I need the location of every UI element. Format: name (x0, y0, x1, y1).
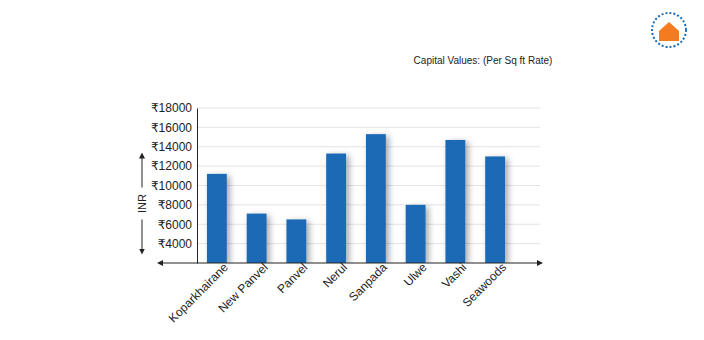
x-tick-label: Nerul (320, 260, 350, 290)
x-tick-label: Vashi (439, 260, 470, 291)
y-label-group: INR (136, 156, 148, 252)
x-tick: Nerul (320, 260, 350, 290)
x-tick: Vashi (439, 260, 470, 291)
bar (286, 219, 306, 263)
bar (406, 205, 426, 263)
bar (445, 140, 465, 263)
y-tick: ₹6000 (158, 218, 197, 232)
y-tick: ₹18000 (151, 101, 197, 115)
x-tick: Koparkhairane (166, 260, 231, 325)
x-tick: Ulwe (401, 260, 430, 289)
y-tick-label: ₹6000 (158, 218, 193, 232)
y-tick-label: ₹4000 (158, 237, 193, 251)
y-axis: ₹4000 ₹6000 ₹8000 ₹10000 ₹12000 ₹14000 ₹16000 ₹… (151, 101, 198, 263)
y-tick: ₹10000 (151, 179, 197, 193)
y-label-arrow (142, 220, 143, 252)
logo-ring (652, 13, 686, 47)
x-tick-label: Koparkhairane (166, 260, 231, 325)
y-tick-label: ₹10000 (151, 179, 192, 193)
bar (326, 154, 346, 263)
title: Capital Values: (Per Sq ft Rate) (414, 55, 553, 66)
y-tick-label: ₹14000 (151, 140, 192, 154)
x-tick: Panvel (275, 260, 311, 296)
grid-line (197, 108, 540, 109)
x-tick-label: Panvel (275, 260, 311, 296)
y-axis-line (197, 109, 198, 264)
x-tick-label: Sanpada (346, 260, 390, 304)
y-tick-label: ₹16000 (151, 121, 192, 135)
x-tick: Sanpada (346, 260, 390, 304)
x-axis: KoparkhairaneNew PanvelPanvel NerulSanpad… (160, 260, 540, 325)
y-tick-label: ₹12000 (151, 159, 192, 173)
x-tick-label: Seawoods (460, 260, 510, 310)
bars (207, 134, 505, 263)
logo (652, 13, 686, 47)
x-tick-label: New Panvel (215, 260, 270, 315)
y-tick-label: ₹8000 (158, 198, 193, 212)
x-tick-label: Ulwe (401, 260, 430, 289)
y-tick: ₹14000 (151, 140, 197, 154)
logo-house (659, 22, 679, 41)
bar (366, 134, 386, 263)
y-tick-label: ₹18000 (151, 101, 192, 115)
y-axis-title: INR (136, 194, 148, 213)
x-tick: New Panvel (215, 260, 270, 315)
chart: ₹4000 ₹6000 ₹8000 ₹10000 ₹12000 ₹14000 ₹16000 ₹… (0, 0, 704, 340)
x-tick: Seawoods (460, 260, 510, 310)
bar (485, 156, 505, 263)
y-label-arrow (142, 156, 143, 188)
y-tick: ₹8000 (158, 198, 197, 212)
x-axis-line (160, 263, 540, 264)
grid-line (197, 127, 540, 128)
y-tick: ₹12000 (151, 159, 197, 173)
y-tick: ₹4000 (158, 237, 197, 251)
bar (207, 174, 227, 263)
bar (247, 214, 267, 263)
y-tick: ₹16000 (151, 121, 197, 135)
